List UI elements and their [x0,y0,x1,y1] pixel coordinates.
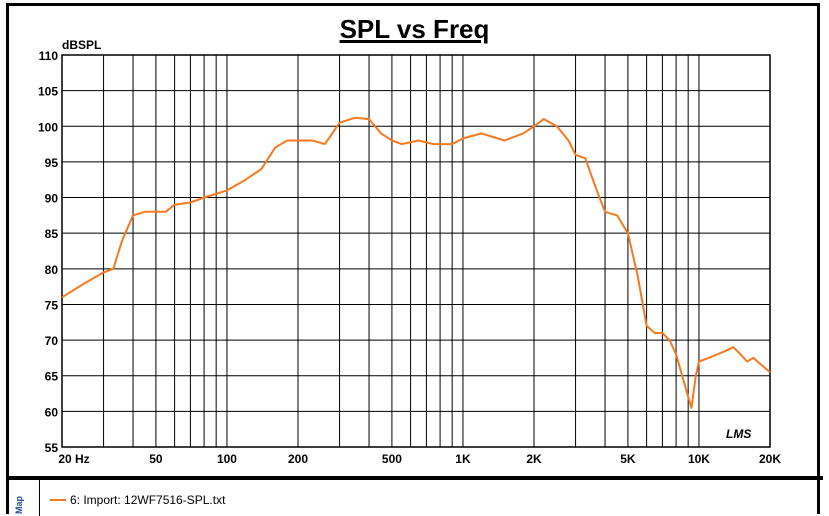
x-tick-label: 50 [149,452,163,466]
y-tick-label: 95 [45,156,59,170]
y-tick-label: 85 [45,227,59,241]
y-tick-label: 100 [38,120,58,134]
x-tick-label: 10K [688,452,710,466]
x-tick-label: 20 Hz [58,452,89,466]
y-tick-label: 80 [45,263,59,277]
y-tick-label: 70 [45,334,59,348]
divider [6,476,823,480]
legend-swatch [50,499,66,501]
x-tick-label: 500 [382,452,402,466]
series-line [61,116,771,409]
y-axis-label: dBSPL [62,38,102,52]
y-tick-label: 105 [38,85,58,99]
y-tick-label: 60 [45,405,59,419]
plot-border [61,54,771,448]
legend-label: 6: Import: 12WF7516-SPL.txt [70,493,226,507]
chart-frame [6,3,820,514]
y-tick-label: 75 [45,298,59,312]
legend-side-panel [9,480,40,516]
y-tick-label: 65 [45,370,59,384]
x-tick-label: 2K [526,452,542,466]
y-tick-label: 55 [45,441,59,455]
x-tick-label: 200 [288,452,308,466]
y-tick-label: 90 [45,192,59,206]
x-tick-label: 1K [455,452,471,466]
legend-item: 6: Import: 12WF7516-SPL.txt [50,493,225,507]
x-tick-label: 100 [217,452,237,466]
chart-title: SPL vs Freq [339,14,490,44]
x-tick-label: 20K [759,452,781,466]
y-tick-label: 110 [39,49,59,63]
map-label: Map [14,496,24,514]
lms-watermark: LMS [726,427,751,441]
x-tick-label: 5K [620,452,636,466]
